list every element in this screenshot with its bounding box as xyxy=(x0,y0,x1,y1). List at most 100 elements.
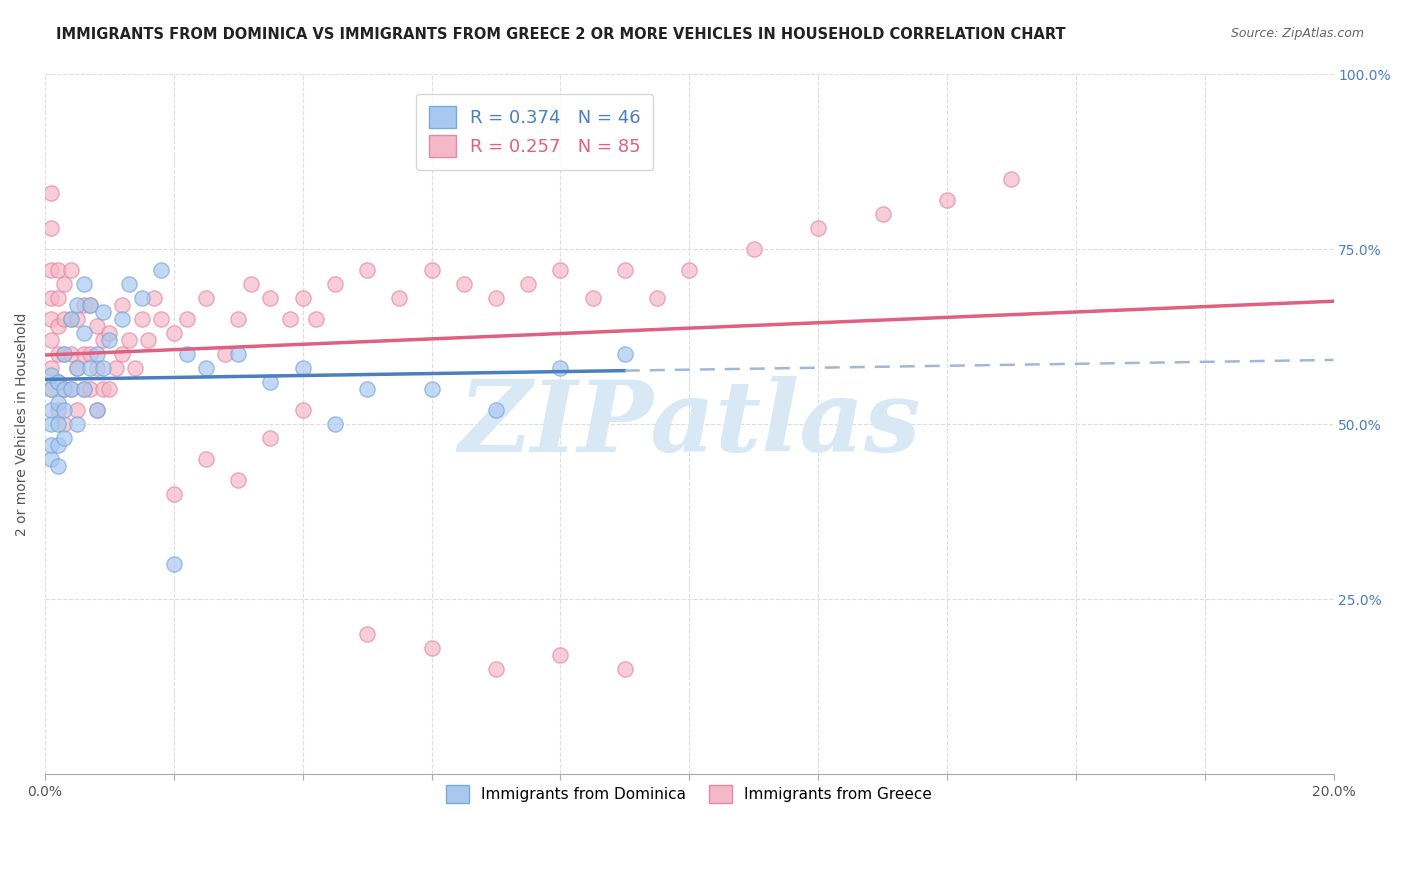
Point xyxy=(143,291,166,305)
Point xyxy=(278,312,301,326)
Point xyxy=(131,312,153,326)
Point xyxy=(53,382,76,396)
Point xyxy=(46,403,69,417)
Point xyxy=(98,382,121,396)
Point xyxy=(41,361,63,376)
Point xyxy=(41,221,63,235)
Point xyxy=(195,452,218,467)
Point xyxy=(91,361,114,376)
Point xyxy=(356,382,378,396)
Text: ZIPatlas: ZIPatlas xyxy=(458,376,921,473)
Point xyxy=(41,403,63,417)
Text: IMMIGRANTS FROM DOMINICA VS IMMIGRANTS FROM GREECE 2 OR MORE VEHICLES IN HOUSEHO: IMMIGRANTS FROM DOMINICA VS IMMIGRANTS F… xyxy=(56,27,1066,42)
Point xyxy=(79,382,101,396)
Point xyxy=(66,312,89,326)
Point xyxy=(91,333,114,347)
Point xyxy=(72,382,94,396)
Point xyxy=(104,361,127,376)
Point xyxy=(291,403,314,417)
Point xyxy=(59,263,82,277)
Point xyxy=(517,277,540,291)
Point xyxy=(195,291,218,305)
Point xyxy=(53,417,76,431)
Point xyxy=(124,361,146,376)
Point xyxy=(163,557,186,571)
Point xyxy=(86,361,108,376)
Point xyxy=(291,361,314,376)
Point xyxy=(485,291,508,305)
Point xyxy=(59,312,82,326)
Point xyxy=(136,333,159,347)
Point xyxy=(66,403,89,417)
Point xyxy=(41,186,63,200)
Point xyxy=(581,291,603,305)
Point xyxy=(53,347,76,361)
Point xyxy=(46,459,69,474)
Point xyxy=(304,312,326,326)
Point xyxy=(420,641,443,656)
Point xyxy=(46,396,69,410)
Legend: Immigrants from Dominica, Immigrants from Greece: Immigrants from Dominica, Immigrants fro… xyxy=(434,772,945,815)
Point xyxy=(59,347,82,361)
Point xyxy=(388,291,411,305)
Point xyxy=(1000,172,1022,186)
Point xyxy=(53,403,76,417)
Point xyxy=(79,298,101,312)
Point xyxy=(79,361,101,376)
Point xyxy=(118,333,141,347)
Point xyxy=(645,291,668,305)
Point xyxy=(72,298,94,312)
Point xyxy=(46,417,69,431)
Point xyxy=(111,312,134,326)
Point xyxy=(41,417,63,431)
Point xyxy=(195,361,218,376)
Point xyxy=(66,298,89,312)
Point xyxy=(53,382,76,396)
Point xyxy=(41,263,63,277)
Point xyxy=(323,417,346,431)
Point xyxy=(59,382,82,396)
Point xyxy=(420,382,443,396)
Point xyxy=(41,382,63,396)
Point xyxy=(356,263,378,277)
Point xyxy=(872,207,894,221)
Point xyxy=(214,347,236,361)
Point xyxy=(86,403,108,417)
Point xyxy=(98,326,121,340)
Point xyxy=(131,291,153,305)
Point xyxy=(46,263,69,277)
Point xyxy=(485,403,508,417)
Point xyxy=(118,277,141,291)
Text: Source: ZipAtlas.com: Source: ZipAtlas.com xyxy=(1230,27,1364,40)
Point xyxy=(176,347,198,361)
Point xyxy=(72,347,94,361)
Point xyxy=(46,291,69,305)
Point xyxy=(485,662,508,676)
Point xyxy=(41,291,63,305)
Point xyxy=(91,382,114,396)
Point xyxy=(678,263,700,277)
Point xyxy=(66,361,89,376)
Point xyxy=(550,648,572,662)
Point xyxy=(550,263,572,277)
Point xyxy=(259,375,281,389)
Y-axis label: 2 or more Vehicles in Household: 2 or more Vehicles in Household xyxy=(15,312,30,536)
Point xyxy=(46,375,69,389)
Point xyxy=(613,662,636,676)
Point xyxy=(79,298,101,312)
Point xyxy=(46,438,69,452)
Point xyxy=(66,361,89,376)
Point xyxy=(742,242,765,256)
Point xyxy=(72,326,94,340)
Point xyxy=(226,473,249,487)
Point xyxy=(46,319,69,334)
Point xyxy=(86,347,108,361)
Point xyxy=(936,193,959,207)
Point xyxy=(613,263,636,277)
Point xyxy=(111,347,134,361)
Point xyxy=(46,375,69,389)
Point xyxy=(72,382,94,396)
Point xyxy=(53,431,76,445)
Point xyxy=(98,333,121,347)
Point xyxy=(91,305,114,319)
